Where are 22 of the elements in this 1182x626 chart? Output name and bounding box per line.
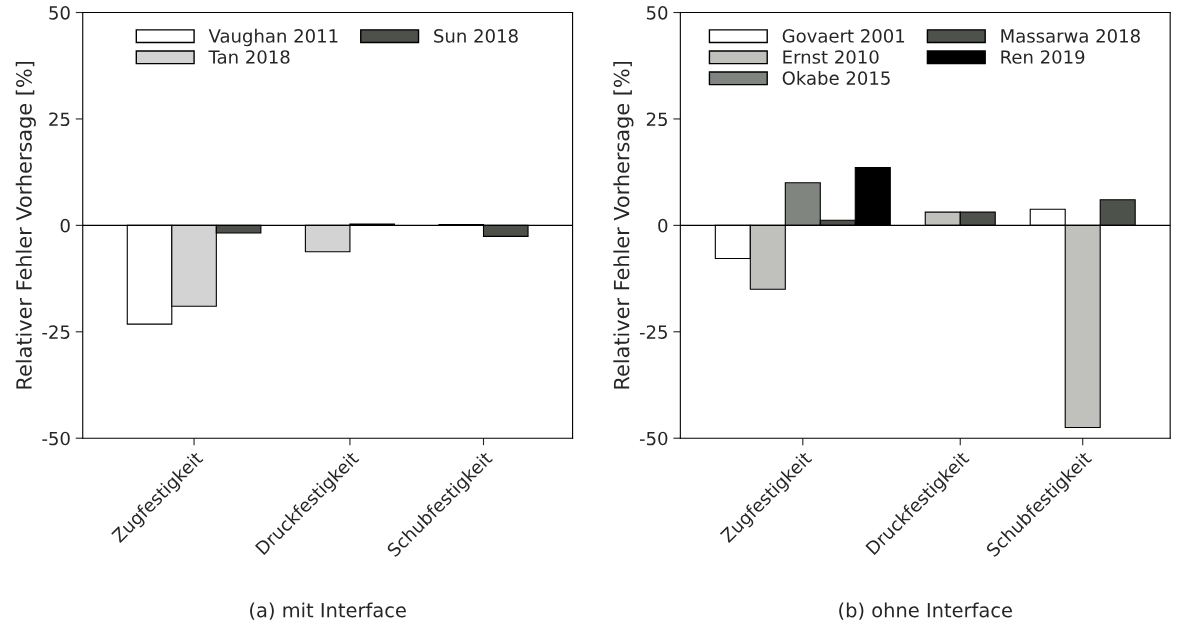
y-tick-label: -25 [42,325,70,339]
y-tick-label: 25 [646,112,667,127]
y-axis-title: Relativer Fehler Vorhersage [%] [613,61,634,389]
legend-label: Ren 2019 [1001,50,1085,64]
y-axis-title: Relativer Fehler Vorhersage [%] [15,61,36,389]
y-tick-label: -50 [639,431,668,446]
x-axis-title: (b) ohne Interface [839,602,1012,620]
y-tick-label: 0 [60,218,70,233]
y-tick-label: -50 [42,431,70,446]
legend-label: Okabe 2015 [782,70,890,85]
y-tick-label: 25 [49,112,70,127]
x-axis-title: (a) mit Interface [250,602,406,620]
legend-label: Govaert 2001 [782,29,905,43]
legend-label: Vaughan 2011 [208,28,338,47]
y-tick-label: -25 [639,325,667,339]
y-tick-label: 50 [49,5,70,20]
legend-label: Massarwa 2018 [1001,29,1140,43]
y-tick-label: 0 [658,218,668,233]
y-tick-label: 50 [646,5,668,20]
legend-label: Ernst 2010 [783,50,879,64]
legend-label: Tan 2018 [208,50,290,64]
legend-label: Sun 2018 [434,29,518,43]
